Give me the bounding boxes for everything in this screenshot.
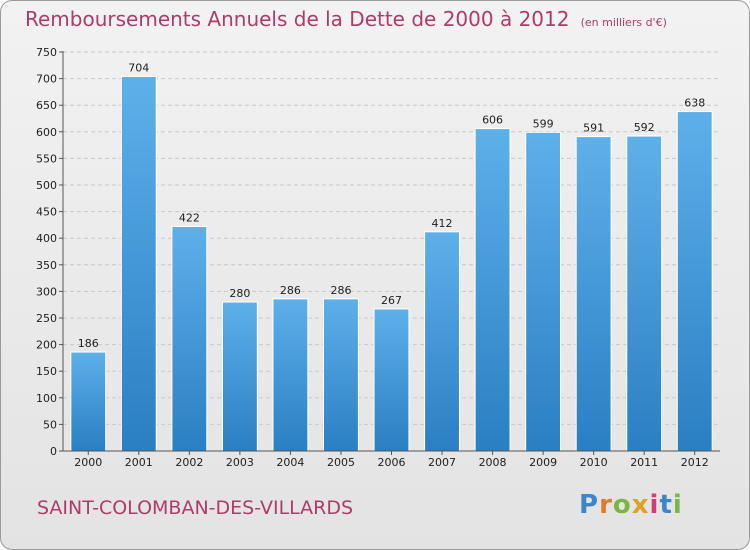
x-tick-label: 2006 [378,456,406,469]
y-tick-label: 400 [36,232,57,245]
value-label: 267 [381,294,402,307]
x-tick-label: 2008 [479,456,507,469]
x-tick-label: 2000 [74,456,102,469]
logo-letter: r [599,490,613,520]
bar [474,128,511,452]
value-label: 638 [684,97,705,110]
value-label: 599 [533,117,554,130]
x-tick-label: 2005 [327,456,355,469]
y-tick-label: 550 [36,152,57,165]
y-tick-label: 200 [36,339,57,352]
value-label: 286 [330,284,351,297]
x-tick-label: 2010 [580,456,608,469]
value-label: 280 [229,287,250,300]
proxiti-logo: Proxiti [579,490,683,520]
value-label: 186 [78,337,99,350]
bar [373,308,410,452]
bar [424,231,460,452]
chart-title: Remboursements Annuels de la Dette de 20… [25,7,570,31]
title-line: Remboursements Annuels de la Dette de 20… [25,7,667,31]
y-tick-label: 700 [36,73,57,86]
value-label: 606 [482,114,503,127]
bar [676,111,713,452]
y-tick-label: 150 [36,365,57,378]
x-tick-label: 2001 [125,456,153,469]
bar [575,136,612,452]
y-tick-label: 450 [36,206,57,219]
y-tick-label: 50 [43,418,57,431]
bar [626,135,663,452]
bar [272,298,309,452]
y-tick-label: 350 [36,259,57,272]
logo-letter: t [659,490,673,520]
y-tick-label: 650 [36,99,57,112]
y-tick-label: 0 [50,445,57,458]
value-label: 286 [280,284,301,297]
bars: 186 704 422 280 286 286 267 412 606 599 591 592 638 [70,61,713,452]
value-label: 412 [432,217,453,230]
y-tick-label: 250 [36,312,57,325]
bar [171,225,208,452]
bar [525,131,562,452]
value-label: 591 [583,122,604,135]
y-tick-label: 500 [36,179,57,192]
value-label: 592 [634,121,655,134]
logo-letter: P [579,490,600,520]
y-tick-label: 300 [36,285,57,298]
bar [120,75,157,452]
logo-letter: x [631,490,650,520]
y-tick-label: 750 [36,46,57,59]
x-tick-label: 2009 [529,456,557,469]
y-tick-label: 100 [36,392,57,405]
logo-letter: o [612,490,632,520]
y-tick-label: 600 [36,126,57,139]
value-label: 422 [179,211,200,224]
bar [221,301,258,452]
x-tick-label: 2007 [428,456,456,469]
x-tick-label: 2002 [175,456,203,469]
bar [70,351,107,452]
commune-name: SAINT-COLOMBAN-DES-VILLARDS [37,497,354,519]
x-tick-label: 2003 [226,456,254,469]
logo-letter: i [672,490,683,520]
x-tick-label: 2012 [681,456,709,469]
x-tick-label: 2004 [276,456,304,469]
axes: 0 50 100 150 200 250 300 350 400 450 500 550 600 650 7… [36,46,720,469]
x-tick-label: 2011 [630,456,658,469]
value-label: 704 [128,61,149,74]
bar [323,298,359,452]
chart-subtitle: (en milliers d'€) [580,16,667,29]
logo-letter: i [649,490,660,520]
